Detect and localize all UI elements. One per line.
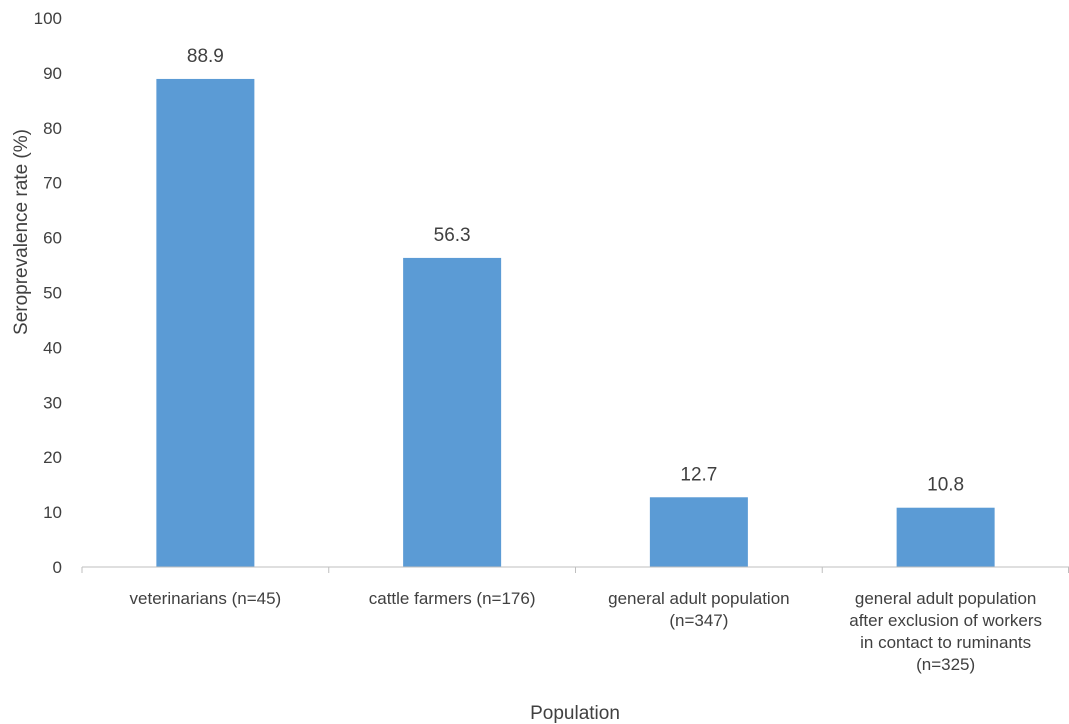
y-axis-ticks: 0 10 20 30 40 50 60 70 80 90 100 [34, 9, 62, 577]
data-label: 56.3 [434, 225, 471, 246]
data-label: 10.8 [927, 475, 964, 496]
y-tick-label: 30 [43, 393, 62, 412]
bars [156, 78, 995, 568]
bar [649, 497, 748, 567]
x-axis-tick-marks [81, 567, 1069, 573]
y-tick-label: 10 [43, 503, 62, 522]
bar [403, 257, 502, 567]
y-axis-title: Seroprevalence rate (%) [11, 129, 32, 335]
bar [156, 78, 255, 568]
y-tick-label: 0 [53, 558, 62, 577]
category-label: veterinarians (n=45) [130, 589, 282, 608]
data-label: 12.7 [680, 464, 717, 485]
category-label: general adult population after exclusion … [849, 589, 1042, 674]
category-label: cattle farmers (n=176) [369, 589, 536, 608]
bar [896, 507, 995, 567]
y-tick-label: 20 [43, 448, 62, 467]
data-label: 88.9 [187, 46, 224, 67]
data-labels: 88.9 56.3 12.7 10.8 [187, 46, 964, 496]
y-tick-label: 40 [43, 338, 62, 357]
y-tick-label: 100 [34, 9, 62, 28]
y-tick-label: 90 [43, 64, 62, 83]
y-tick-label: 70 [43, 174, 62, 193]
y-tick-label: 80 [43, 119, 62, 138]
y-tick-label: 60 [43, 229, 62, 248]
category-labels: veterinarians (n=45) cattle farmers (n=17… [130, 589, 1042, 674]
y-tick-label: 50 [43, 284, 62, 303]
x-axis-title: Population [530, 703, 620, 724]
category-label: general adult population (n=347) [608, 589, 789, 630]
